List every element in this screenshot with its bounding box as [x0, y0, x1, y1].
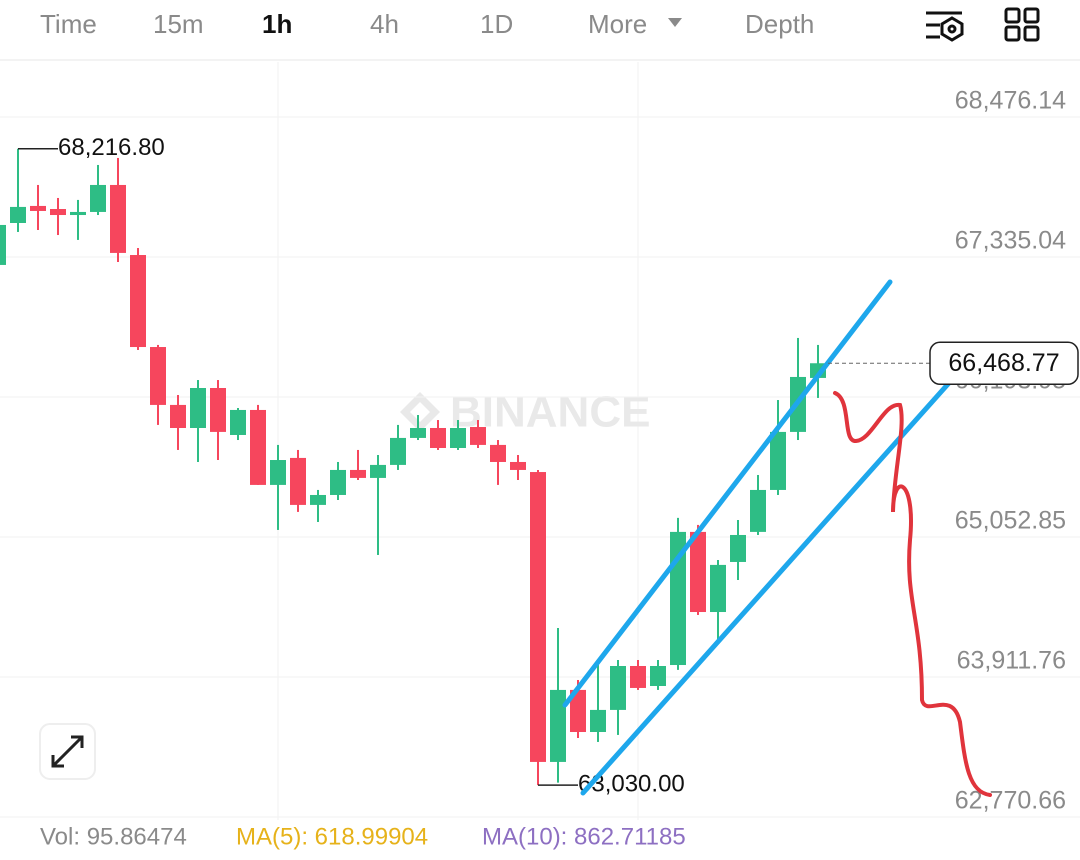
candle-body — [90, 184, 106, 212]
candle-body — [110, 184, 126, 253]
candle-body — [610, 665, 626, 710]
indicator: MA(10): 862.71185 — [482, 823, 686, 850]
tab[interactable]: 4h — [370, 9, 399, 39]
drawn-projection — [833, 391, 992, 797]
candle-body — [430, 427, 446, 448]
y-tick-label: 62,770.66 — [955, 787, 1066, 815]
candle-body — [650, 665, 666, 686]
candle-body — [130, 255, 146, 348]
tab[interactable]: More — [588, 9, 647, 39]
toolbar: Time 15m 1h 4h 1D More Depth — [40, 9, 814, 39]
tab[interactable]: 15m — [153, 9, 204, 39]
indicator: Vol: 95.86474 — [40, 823, 187, 850]
candle-body — [770, 431, 786, 490]
candle-body — [170, 404, 186, 428]
candle-body — [630, 665, 646, 688]
candle-body — [330, 469, 346, 495]
tab[interactable]: Depth — [745, 9, 814, 39]
y-tick-label: 63,911.76 — [957, 647, 1066, 675]
candle-body — [30, 205, 46, 211]
candle-body — [750, 489, 766, 532]
candle-body — [470, 427, 486, 445]
tab[interactable]: 1h — [262, 9, 292, 39]
y-tick-label: 65,052.85 — [955, 507, 1066, 535]
tab[interactable]: 1D — [480, 9, 513, 39]
candle-body — [0, 224, 6, 265]
candle-body — [270, 460, 286, 485]
y-tick-label: 67,335.04 — [955, 227, 1066, 255]
settings-icon[interactable] — [926, 11, 964, 42]
extreme-label: 68,216.80 — [58, 134, 165, 161]
candle-body — [230, 409, 246, 435]
candle-body — [690, 531, 706, 613]
candle-body — [710, 564, 726, 613]
layout-icon[interactable] — [1004, 7, 1040, 42]
tab[interactable]: Time — [40, 9, 97, 39]
trendline-upper — [562, 279, 893, 708]
candle-body — [250, 409, 266, 485]
candle-body — [570, 689, 586, 733]
candle-body — [450, 427, 466, 448]
candle-body — [510, 461, 526, 470]
candle-body — [530, 472, 546, 762]
expand-icon[interactable] — [51, 735, 84, 768]
candle-body — [370, 464, 386, 478]
candle-body — [190, 388, 206, 428]
candle-body — [50, 209, 66, 216]
candle-body — [490, 444, 506, 462]
last-price-label: 66,468.77 — [948, 349, 1059, 377]
candle-body — [290, 457, 306, 505]
candle-body — [150, 347, 166, 405]
y-tick-label: 68,476.14 — [955, 87, 1066, 115]
watermark-logo — [400, 392, 440, 432]
candle-body — [550, 689, 566, 762]
more-caret[interactable] — [668, 18, 682, 27]
candle-body — [390, 437, 406, 465]
candle-body — [310, 494, 326, 505]
last-price-tag — [929, 341, 1079, 385]
candle-body — [10, 206, 26, 223]
candle-body — [70, 211, 86, 216]
candle-body — [590, 709, 606, 733]
candle-body — [350, 469, 366, 478]
candle-body — [730, 534, 746, 562]
candle-body — [410, 427, 426, 438]
indicator: MA(5): 618.99904 — [236, 823, 428, 850]
candle-body — [210, 388, 226, 432]
